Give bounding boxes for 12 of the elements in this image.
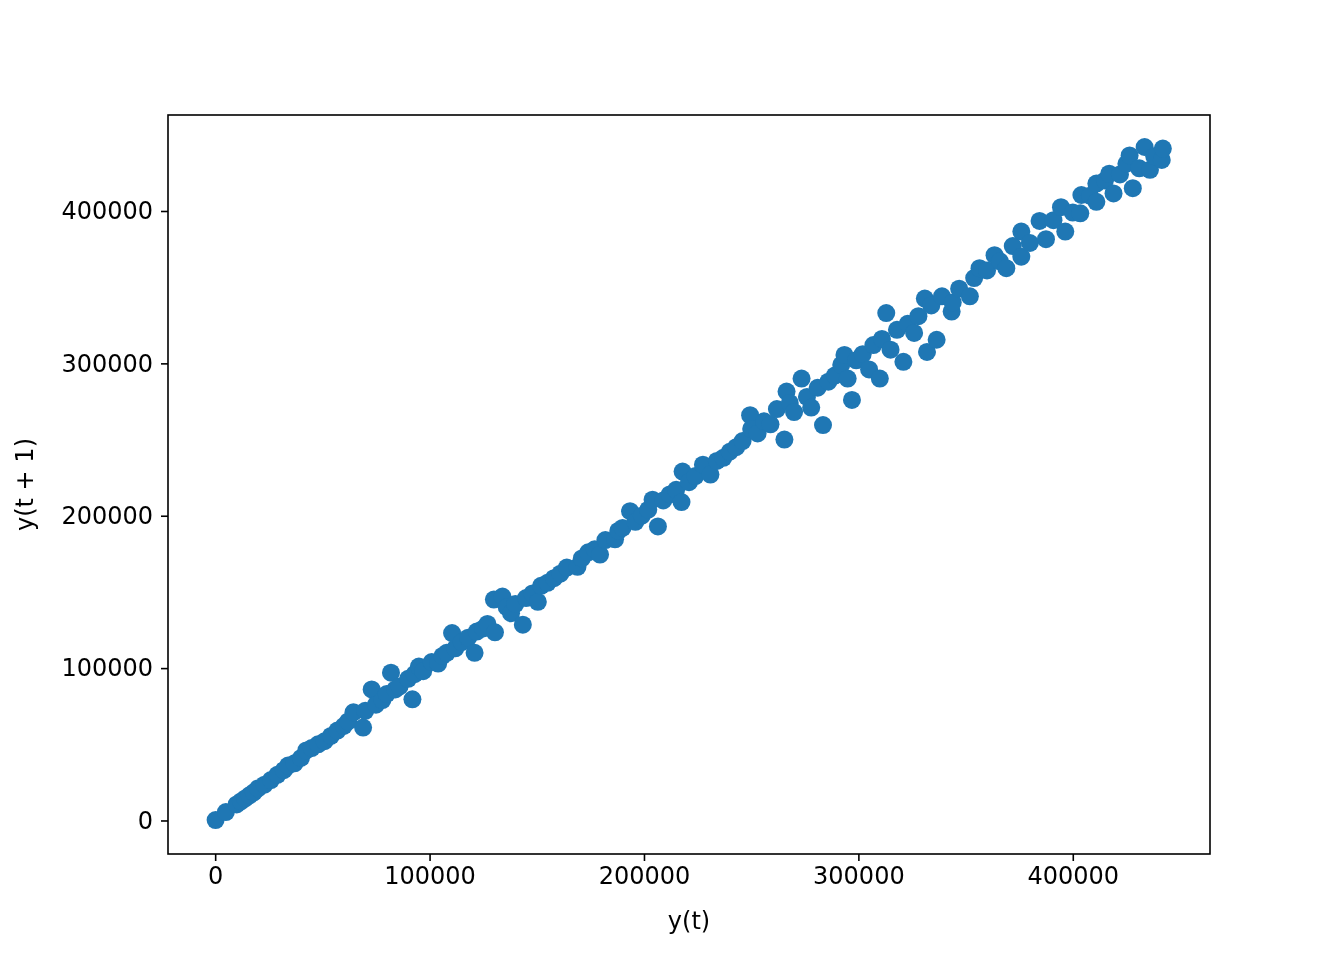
y-tick-label: 200000 [61, 501, 153, 530]
y-tick-label: 300000 [61, 349, 153, 378]
x-tick-label: 400000 [1027, 862, 1120, 891]
x-tick-label: 0 [208, 862, 224, 891]
y-axis-title: y(t + 1) [11, 438, 39, 531]
x-tick-label: 200000 [598, 862, 691, 891]
x-tick-label: 300000 [813, 862, 905, 891]
y-tick-label: 0 [137, 806, 153, 835]
y-tick-label: 100000 [61, 654, 153, 683]
x-axis-title: y(t) [667, 907, 711, 935]
x-tick-label: 100000 [384, 862, 476, 891]
y-tick-label: 400000 [61, 197, 153, 226]
